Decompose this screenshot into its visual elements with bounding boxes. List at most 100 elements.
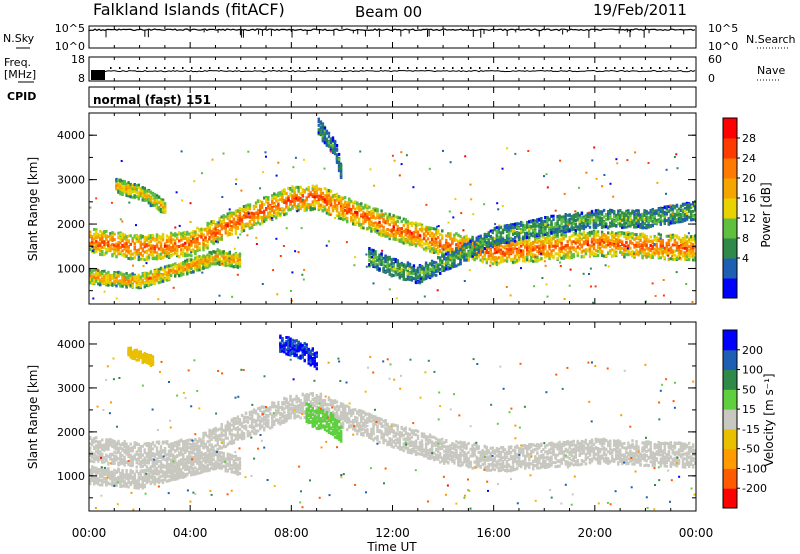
heatmap-cell <box>526 258 529 262</box>
heatmap-cell <box>396 269 399 272</box>
heatmap-cell <box>362 212 365 216</box>
heatmap-cell <box>590 240 594 244</box>
heatmap-cell <box>378 222 381 226</box>
heatmap-cell <box>303 209 306 212</box>
nsearch-label: N.Search <box>746 33 796 46</box>
heatmap-cell <box>155 273 159 276</box>
heatmap-cell <box>143 237 146 241</box>
heatmap-cell <box>412 222 416 226</box>
heatmap-cell <box>352 201 355 205</box>
nave-dot <box>344 67 346 69</box>
heatmap-cell <box>398 266 401 270</box>
heatmap-cell <box>317 187 320 191</box>
heatmap-cell <box>503 245 507 249</box>
heatmap-cell <box>190 270 193 274</box>
heatmap-cell <box>554 240 557 244</box>
heatmap-cell <box>388 212 391 216</box>
heatmap-cell <box>528 245 531 249</box>
heatmap-cell <box>651 241 654 245</box>
heatmap-cell <box>125 240 128 244</box>
heatmap-cell <box>194 240 197 244</box>
heatmap-cell <box>259 216 262 220</box>
heatmap-cell <box>441 254 444 258</box>
heatmap-cell <box>265 207 268 211</box>
heatmap-cell <box>214 254 217 258</box>
heatmap-cell <box>435 263 438 267</box>
heatmap-cell <box>372 248 375 252</box>
heatmap-cell <box>576 240 579 244</box>
heatmap-cell <box>609 241 612 245</box>
heatmap-cell <box>317 208 320 212</box>
heatmap-cell <box>277 209 280 213</box>
heatmap-cell <box>625 247 628 251</box>
heatmap-cell <box>631 241 634 245</box>
heatmap-cell <box>358 207 361 211</box>
heatmap-cell <box>95 271 98 275</box>
heatmap-cell <box>220 251 223 255</box>
nave-dot <box>299 67 301 69</box>
heatmap-cell <box>449 264 452 268</box>
heatmap-cell <box>392 225 395 229</box>
heatmap-cell <box>410 275 414 279</box>
heatmap-cell <box>513 243 517 247</box>
heatmap-cell <box>97 241 100 245</box>
nave-dot <box>371 67 373 69</box>
heatmap-cell <box>169 246 173 249</box>
heatmap-cell <box>372 253 375 257</box>
heatmap-cell <box>402 239 405 243</box>
nave-dot <box>434 67 436 69</box>
heatmap-cell <box>416 238 420 242</box>
heatmap-cell <box>238 264 242 268</box>
heatmap-cell <box>455 250 458 254</box>
heatmap-cell <box>297 189 300 193</box>
heatmap-cell <box>422 227 426 231</box>
heatmap-cell <box>422 271 426 275</box>
heatmap-cell <box>103 230 106 233</box>
heatmap-cell <box>131 275 134 278</box>
heatmap-cell <box>635 241 638 245</box>
heatmap-cell <box>520 249 523 253</box>
heatmap-cell <box>208 258 211 262</box>
heatmap-cell <box>627 234 630 238</box>
heatmap-cell <box>435 230 438 234</box>
heatmap-cell <box>443 262 446 266</box>
heatmap-cell <box>180 244 183 248</box>
heatmap-cell <box>479 242 482 246</box>
heatmap-cell <box>681 254 685 258</box>
heatmap-cell <box>637 241 640 245</box>
heatmap-cell <box>524 245 527 249</box>
heatmap-cell <box>651 245 654 249</box>
heatmap-cell <box>321 204 325 208</box>
heatmap-cell <box>350 216 353 220</box>
heatmap-cell <box>380 224 383 228</box>
heatmap-cell <box>659 247 662 251</box>
heatmap-cell <box>556 233 559 237</box>
heatmap-cell <box>600 236 604 240</box>
heatmap-cell <box>414 235 418 239</box>
heatmap-cell <box>323 198 327 202</box>
heatmap-cell <box>398 216 401 220</box>
heatmap-cell <box>139 252 142 255</box>
heatmap-cell <box>293 203 296 207</box>
heatmap-cell <box>536 258 539 262</box>
heatmap-cell <box>633 233 636 236</box>
chart-title: Falkland Islands (fitACF) <box>93 0 285 19</box>
heatmap-cell <box>196 239 199 243</box>
heatmap-cell <box>659 244 662 248</box>
heatmap-cell <box>174 248 177 252</box>
heatmap-cell <box>311 187 314 190</box>
heatmap-cell <box>554 243 557 246</box>
heatmap-cell <box>153 278 157 282</box>
heatmap-cell <box>467 256 470 260</box>
heatmap-cell <box>629 241 632 245</box>
heatmap-cell <box>481 240 484 244</box>
heatmap-cell <box>111 239 114 243</box>
heatmap-cell <box>123 276 126 280</box>
heatmap-cell <box>651 239 654 243</box>
heatmap-cell <box>127 234 130 238</box>
heatmap-cell <box>382 225 385 229</box>
heatmap-cell <box>418 227 422 231</box>
heatmap-cell <box>155 235 159 239</box>
heatmap-cell <box>208 254 211 258</box>
heatmap-cell <box>192 232 195 236</box>
